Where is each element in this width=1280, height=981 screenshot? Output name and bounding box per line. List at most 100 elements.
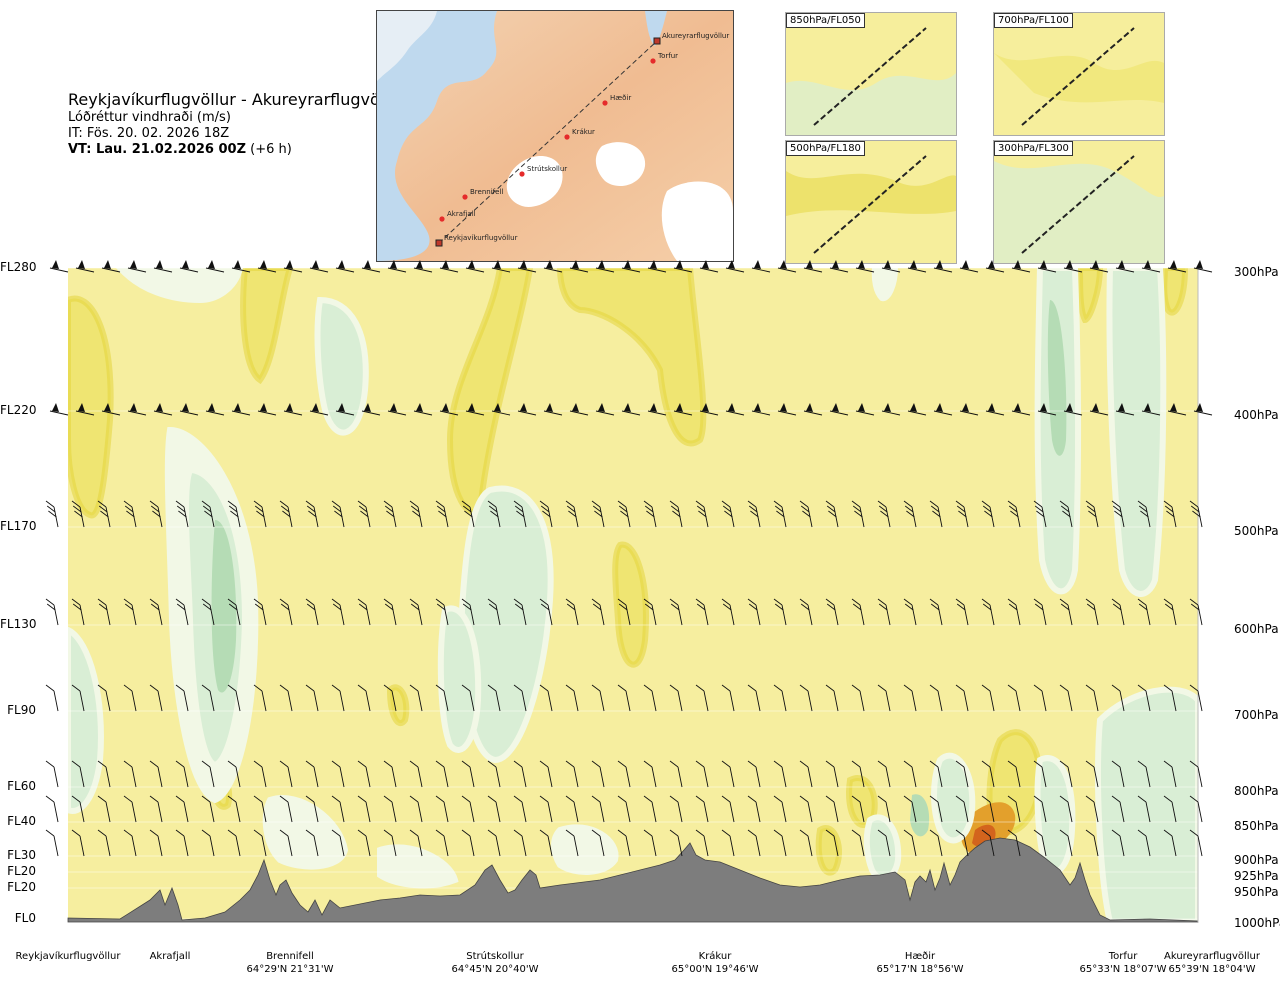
wind-barb [1137, 598, 1151, 626]
mini-map-svg [994, 13, 1164, 135]
wind-barb [1059, 598, 1073, 626]
downdraft-region [551, 824, 619, 875]
waypoint-label: Akureyrarflugvöllur [662, 32, 729, 40]
route-title: Reykjavíkurflugvöllur - Akureyrarflugvöl… [68, 90, 406, 109]
wind-barb [149, 500, 163, 528]
wind-barb [1111, 795, 1125, 823]
wind-barb [751, 403, 771, 416]
wind-barb [539, 795, 553, 823]
wind-barb [955, 829, 969, 857]
wind-barb [231, 403, 251, 416]
fjord-north [645, 11, 667, 46]
wind-barb [205, 260, 225, 273]
wind-barb [747, 829, 761, 857]
station-label: Strútskollur 64°45'N 20°40'W [452, 950, 539, 976]
wind-barb [747, 795, 761, 823]
wind-barb [1085, 598, 1099, 626]
wind-barb [123, 829, 137, 857]
pressure-level-label: 950hPa [1234, 885, 1279, 899]
wind-barb [1111, 500, 1125, 528]
wind-barb [1007, 829, 1021, 857]
mini-map-label: 500hPa/FL180 [786, 141, 865, 156]
station-name: Akrafjall [149, 951, 191, 962]
mini-map-svg [994, 141, 1164, 263]
glacier-northwest [377, 11, 437, 81]
wind-barb [127, 403, 147, 416]
wind-barb [1141, 403, 1161, 416]
wind-barb [955, 500, 969, 528]
wind-barb [1085, 684, 1099, 712]
wind-barb [409, 598, 423, 626]
wind-barb [695, 795, 709, 823]
wind-barb [45, 500, 59, 528]
wind-barb [877, 500, 891, 528]
wind-barb [305, 500, 319, 528]
wind-barb [279, 795, 293, 823]
wind-barb [877, 795, 891, 823]
wind-barb [257, 403, 277, 416]
mini-map-svg [786, 13, 956, 135]
wind-barb [201, 760, 215, 788]
wind-barb [747, 500, 761, 528]
wind-barb [383, 829, 397, 857]
wind-barb [985, 403, 1005, 416]
wind-barb [695, 500, 709, 528]
wind-barb [387, 260, 407, 273]
wind-barb [903, 795, 917, 823]
wind-barb [881, 403, 901, 416]
wind-barb [981, 829, 995, 857]
wind-barb [669, 760, 683, 788]
downdraft-region [1034, 755, 1076, 875]
wind-barb [669, 795, 683, 823]
wind-barb [465, 403, 485, 416]
glacier-langjokull [506, 156, 563, 207]
wind-barb [799, 760, 813, 788]
wind-barb [357, 795, 371, 823]
wind-barb [491, 403, 511, 416]
wind-barb [1007, 760, 1021, 788]
waypoint-label: Brennifell [470, 188, 503, 196]
wind-barb [305, 829, 319, 857]
waypoint-label: Torfur [657, 52, 678, 60]
wind-barb [409, 795, 423, 823]
wind-barb [201, 684, 215, 712]
flight-level-label: FL130 [0, 617, 37, 631]
wind-barb [673, 403, 693, 416]
wind-barb [1189, 684, 1203, 712]
station-label: Brennifell 64°29'N 21°31'W [247, 950, 334, 976]
wind-barb [907, 403, 927, 416]
wind-barb [149, 598, 163, 626]
wind-barb [513, 684, 527, 712]
wind-barb [643, 829, 657, 857]
wind-barb [331, 829, 345, 857]
wind-barb [855, 260, 875, 273]
wind-barb [435, 829, 449, 857]
mini-map-850: 850hPa/FL050 [785, 12, 957, 136]
wind-barb [175, 760, 189, 788]
mini-map-300: 300hPa/FL300 [993, 140, 1165, 264]
station-name: Krákur [698, 951, 732, 962]
wind-barb [773, 500, 787, 528]
pressure-level-label: 900hPa [1234, 853, 1279, 867]
wind-barb [903, 829, 917, 857]
wind-barb [279, 760, 293, 788]
waypoint-marker [602, 100, 608, 106]
wind-barb [1059, 829, 1073, 857]
wind-barb [1163, 684, 1177, 712]
wind-barb [825, 684, 839, 712]
wind-barb [929, 684, 943, 712]
wind-barb [669, 598, 683, 626]
wind-barb [331, 598, 345, 626]
wind-barb [565, 500, 579, 528]
wind-barb [617, 500, 631, 528]
wind-barb [803, 403, 823, 416]
wind-barb [517, 403, 537, 416]
wind-barb [71, 829, 85, 857]
wind-barb [721, 760, 735, 788]
wind-barb [1137, 795, 1151, 823]
wind-barb [227, 829, 241, 857]
wind-barb [907, 260, 927, 273]
wind-barb [617, 795, 631, 823]
wind-barb [231, 260, 251, 273]
wind-barb [851, 598, 865, 626]
